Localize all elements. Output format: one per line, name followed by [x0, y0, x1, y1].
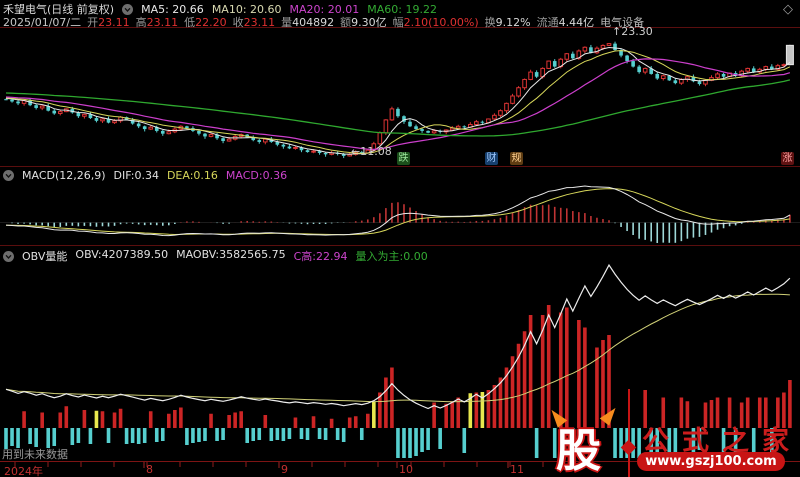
- obv-values: OBV:4207389.50 MAOBV:3582565.75 C高:22.94 量入…: [75, 248, 427, 264]
- future-data-warning: 用到未来数据: [2, 448, 68, 461]
- ma-value: MA20: 20.01: [289, 2, 360, 16]
- watermark-url: www.gszj100.com: [637, 452, 785, 471]
- macd-panel-header: MACD(12,26,9) DIF:0.34 DEA:0.16 MACD:0.36: [3, 169, 287, 182]
- collapse-icon[interactable]: [3, 250, 14, 262]
- quote-item: 幅2.10(10.00%): [392, 16, 479, 29]
- axis-year-label: 2024年: [4, 465, 43, 477]
- price-annotation: ←11.08: [351, 145, 392, 158]
- quote-item: 量404892: [281, 16, 335, 29]
- ma-values: MA5: 20.66 MA10: 20.60 MA20: 20.01 MA60: 19…: [141, 3, 437, 16]
- macd-values: DIF:0.34 DEA:0.16 MACD:0.36: [114, 169, 288, 182]
- ma-value: MA5: 20.66: [141, 2, 204, 16]
- event-badge[interactable]: 财: [485, 152, 498, 165]
- quote-item: 开23.11: [87, 16, 130, 29]
- watermark-logo: 股: [556, 424, 602, 477]
- axis-month-label: 11: [510, 463, 524, 476]
- quote-item: 电气设备: [600, 16, 645, 29]
- collapse-icon[interactable]: [122, 3, 134, 15]
- axis-month-label: 9: [281, 463, 288, 476]
- ma-value: MA10: 20.60: [211, 2, 282, 16]
- info-bar-line2: 2025/01/07/二 开23.11 高23.11 低22.20 收23.11 量40…: [3, 14, 644, 30]
- watermark-divider: [628, 389, 630, 477]
- trade-date: 2025/01/07/二: [3, 16, 82, 29]
- stock-title: 禾望电气(日线 前复权): [3, 3, 115, 16]
- obv-item: 量入为主:0.00: [355, 250, 428, 263]
- obv-item: OBV:4207389.50: [75, 248, 169, 261]
- axis-month-label: 8: [146, 463, 153, 476]
- axis-month-label: 10: [399, 463, 413, 476]
- quote-values: 开23.11 高23.11 低22.20 收23.11 量404892 额9.30亿 幅2.…: [87, 14, 644, 30]
- macd-item: DIF:0.34: [113, 169, 159, 182]
- obv-item: MAOBV:3582565.75: [176, 248, 286, 261]
- quote-item: 收23.11: [232, 16, 276, 29]
- event-badge[interactable]: 涨: [781, 152, 794, 165]
- collapse-icon[interactable]: [3, 170, 14, 181]
- quote-item: 低22.20: [184, 16, 227, 29]
- watermark-brand: 公式之家: [642, 426, 800, 457]
- info-bar-line1: 禾望电气(日线 前复权) MA5: 20.66 MA10: 20.60 MA20: …: [3, 1, 437, 17]
- obv-panel-header: OBV量能 OBV:4207389.50 MAOBV:3582565.75 C高:2…: [3, 248, 428, 264]
- macd-panel-title: MACD(12,26,9): [22, 169, 106, 182]
- quote-item: 换9.12%: [484, 16, 531, 29]
- ma-value: MA60: 19.22: [367, 2, 437, 16]
- quote-item: 高23.11: [135, 16, 179, 29]
- obv-panel-title: OBV量能: [22, 250, 68, 263]
- quote-item: 额9.30亿: [340, 16, 387, 29]
- macd-item: MACD:0.36: [225, 169, 288, 182]
- price-annotation: ↑23.30: [612, 25, 653, 38]
- quote-item: 流通4.44亿: [536, 16, 595, 29]
- event-badge[interactable]: 跌: [397, 152, 410, 165]
- obv-item: C高:22.94: [293, 250, 348, 263]
- diamond-marker-icon: ◇: [783, 2, 793, 17]
- event-badge[interactable]: 规: [510, 152, 523, 165]
- macd-item: DEA:0.16: [166, 169, 218, 182]
